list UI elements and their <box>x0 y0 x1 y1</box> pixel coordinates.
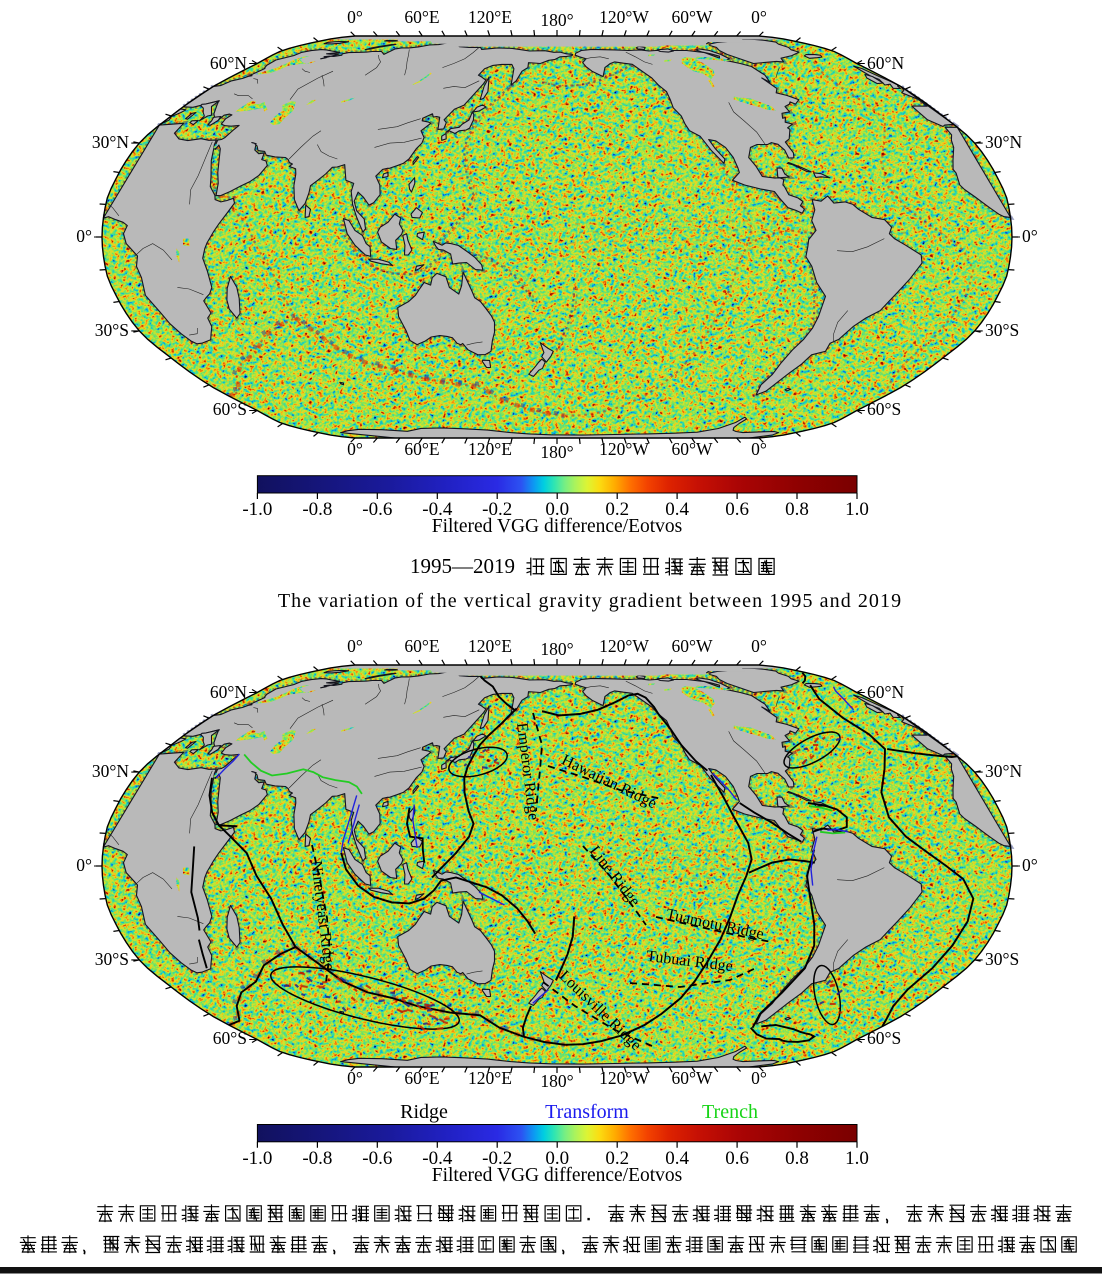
svg-text:-0.2: -0.2 <box>482 499 512 520</box>
svg-text:Ridge: Ridge <box>400 1101 448 1123</box>
svg-text:The variation of the vertical: The variation of the vertical gravity gr… <box>278 590 902 612</box>
svg-text:30°N: 30°N <box>985 132 1022 152</box>
svg-text:Transform: Transform <box>545 1101 629 1123</box>
svg-text:180°: 180° <box>540 442 573 462</box>
svg-text:60°E: 60°E <box>404 636 439 656</box>
svg-text:-1.0: -1.0 <box>242 1148 272 1169</box>
svg-text:0.0: 0.0 <box>545 1148 569 1169</box>
svg-text:60°N: 60°N <box>867 53 904 73</box>
svg-text:30°S: 30°S <box>985 949 1019 969</box>
svg-text:120°E: 120°E <box>468 636 512 656</box>
svg-text:0°: 0° <box>76 226 92 246</box>
svg-text:-0.6: -0.6 <box>362 1148 392 1169</box>
svg-text:120°W: 120°W <box>599 636 649 656</box>
svg-text:-1.0: -1.0 <box>242 499 272 520</box>
svg-text:-0.8: -0.8 <box>302 499 332 520</box>
svg-text:30°N: 30°N <box>92 132 129 152</box>
svg-text:-0.8: -0.8 <box>302 1148 332 1169</box>
svg-text:1.0: 1.0 <box>845 1148 869 1169</box>
svg-text:60°N: 60°N <box>867 682 904 702</box>
svg-text:30°N: 30°N <box>985 761 1022 781</box>
svg-text:180°: 180° <box>540 10 573 30</box>
svg-text:60°W: 60°W <box>671 439 712 459</box>
svg-text:Filtered VGG difference/Eotvos: Filtered VGG difference/Eotvos <box>432 516 683 537</box>
svg-text:0.4: 0.4 <box>665 1148 689 1169</box>
svg-text:60°E: 60°E <box>404 439 439 459</box>
svg-text:120°W: 120°W <box>599 439 649 459</box>
svg-text:0.8: 0.8 <box>785 1148 809 1169</box>
svg-text:1.0: 1.0 <box>845 499 869 520</box>
svg-text:Trench: Trench <box>702 1101 758 1123</box>
svg-text:60°W: 60°W <box>671 7 712 27</box>
svg-text:60°E: 60°E <box>404 7 439 27</box>
svg-text:0.4: 0.4 <box>665 499 689 520</box>
svg-text:0°: 0° <box>751 7 767 27</box>
svg-text:120°E: 120°E <box>468 7 512 27</box>
svg-text:30°S: 30°S <box>95 949 129 969</box>
svg-text:-0.2: -0.2 <box>482 1148 512 1169</box>
svg-text:0.2: 0.2 <box>605 499 629 520</box>
svg-text:0°: 0° <box>1022 855 1038 875</box>
svg-text:Filtered VGG difference/Eotvos: Filtered VGG difference/Eotvos <box>432 1165 683 1186</box>
svg-text:120°E: 120°E <box>468 1068 512 1088</box>
svg-text:0.0: 0.0 <box>545 499 569 520</box>
svg-text:0°: 0° <box>751 439 767 459</box>
svg-text:180°: 180° <box>540 639 573 659</box>
svg-text:120°W: 120°W <box>599 1068 649 1088</box>
svg-text:60°W: 60°W <box>671 1068 712 1088</box>
svg-text:0.2: 0.2 <box>605 1148 629 1169</box>
svg-text:0°: 0° <box>347 636 363 656</box>
svg-text:30°S: 30°S <box>95 320 129 340</box>
svg-text:60°S: 60°S <box>867 399 901 419</box>
svg-text:120°W: 120°W <box>599 7 649 27</box>
svg-text:0°: 0° <box>751 1068 767 1088</box>
svg-text:30°S: 30°S <box>985 320 1019 340</box>
svg-text:-0.6: -0.6 <box>362 499 392 520</box>
svg-text:60°N: 60°N <box>210 53 247 73</box>
svg-text:0.8: 0.8 <box>785 499 809 520</box>
svg-text:60°S: 60°S <box>867 1028 901 1048</box>
svg-text:-0.4: -0.4 <box>422 499 453 520</box>
svg-text:0°: 0° <box>347 1068 363 1088</box>
svg-text:0°: 0° <box>1022 226 1038 246</box>
svg-text:180°: 180° <box>540 1071 573 1091</box>
svg-text:60°E: 60°E <box>404 1068 439 1088</box>
svg-text:-0.4: -0.4 <box>422 1148 453 1169</box>
svg-text:60°S: 60°S <box>213 1028 247 1048</box>
svg-text:0°: 0° <box>347 439 363 459</box>
svg-text:1995—2019: 1995—2019 <box>410 554 515 578</box>
svg-text:120°E: 120°E <box>468 439 512 459</box>
svg-text:60°N: 60°N <box>210 682 247 702</box>
svg-text:0°: 0° <box>76 855 92 875</box>
svg-text:0.6: 0.6 <box>725 1148 749 1169</box>
svg-text:60°W: 60°W <box>671 636 712 656</box>
svg-text:30°N: 30°N <box>92 761 129 781</box>
svg-text:0.6: 0.6 <box>725 499 749 520</box>
svg-text:0°: 0° <box>347 7 363 27</box>
svg-text:0°: 0° <box>751 636 767 656</box>
svg-text:60°S: 60°S <box>213 399 247 419</box>
